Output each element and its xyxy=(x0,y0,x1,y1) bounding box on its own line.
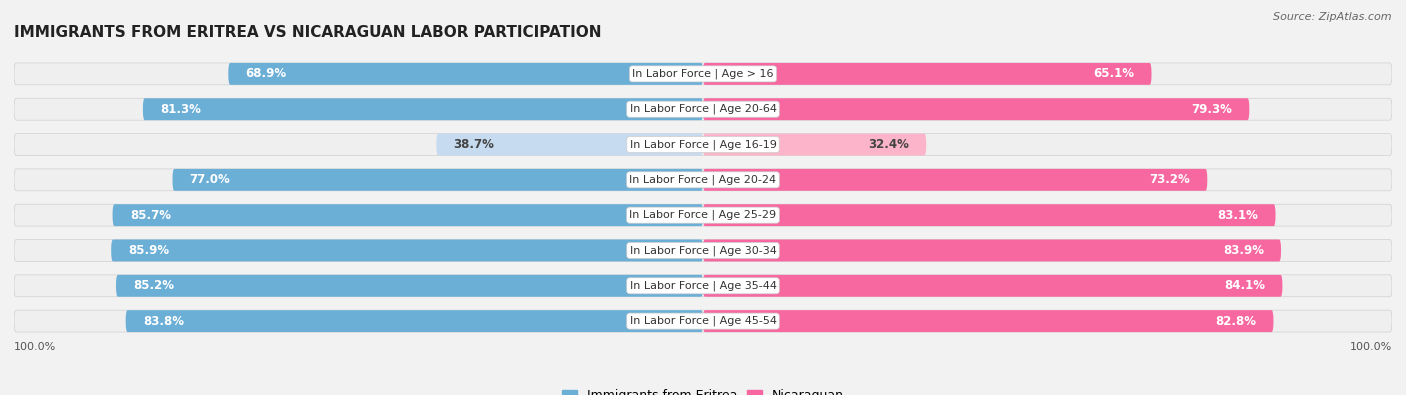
Text: 100.0%: 100.0% xyxy=(1350,342,1392,352)
Text: 85.9%: 85.9% xyxy=(128,244,170,257)
Text: 83.1%: 83.1% xyxy=(1218,209,1258,222)
Text: 100.0%: 100.0% xyxy=(14,342,56,352)
Text: In Labor Force | Age > 16: In Labor Force | Age > 16 xyxy=(633,69,773,79)
FancyBboxPatch shape xyxy=(703,275,1282,297)
FancyBboxPatch shape xyxy=(703,310,1274,332)
FancyBboxPatch shape xyxy=(703,98,1250,120)
FancyBboxPatch shape xyxy=(112,204,703,226)
FancyBboxPatch shape xyxy=(703,204,1275,226)
FancyBboxPatch shape xyxy=(111,239,703,261)
FancyBboxPatch shape xyxy=(14,239,1392,261)
Text: 82.8%: 82.8% xyxy=(1215,314,1256,327)
Text: 73.2%: 73.2% xyxy=(1149,173,1189,186)
Text: 83.8%: 83.8% xyxy=(143,314,184,327)
Text: In Labor Force | Age 20-64: In Labor Force | Age 20-64 xyxy=(630,104,776,115)
FancyBboxPatch shape xyxy=(125,310,703,332)
FancyBboxPatch shape xyxy=(14,310,1392,332)
FancyBboxPatch shape xyxy=(117,275,703,297)
Text: 65.1%: 65.1% xyxy=(1094,68,1135,81)
Text: In Labor Force | Age 45-54: In Labor Force | Age 45-54 xyxy=(630,316,776,326)
Text: 83.9%: 83.9% xyxy=(1223,244,1264,257)
Text: 84.1%: 84.1% xyxy=(1225,279,1265,292)
Text: 85.2%: 85.2% xyxy=(134,279,174,292)
Text: In Labor Force | Age 25-29: In Labor Force | Age 25-29 xyxy=(630,210,776,220)
Text: In Labor Force | Age 20-24: In Labor Force | Age 20-24 xyxy=(630,175,776,185)
FancyBboxPatch shape xyxy=(14,204,1392,226)
FancyBboxPatch shape xyxy=(703,239,1281,261)
Text: IMMIGRANTS FROM ERITREA VS NICARAGUAN LABOR PARTICIPATION: IMMIGRANTS FROM ERITREA VS NICARAGUAN LA… xyxy=(14,25,602,40)
Text: In Labor Force | Age 30-34: In Labor Force | Age 30-34 xyxy=(630,245,776,256)
Text: 32.4%: 32.4% xyxy=(868,138,910,151)
Text: Source: ZipAtlas.com: Source: ZipAtlas.com xyxy=(1274,12,1392,22)
Text: In Labor Force | Age 16-19: In Labor Force | Age 16-19 xyxy=(630,139,776,150)
FancyBboxPatch shape xyxy=(14,98,1392,120)
FancyBboxPatch shape xyxy=(703,134,927,156)
Text: 81.3%: 81.3% xyxy=(160,103,201,116)
FancyBboxPatch shape xyxy=(436,134,703,156)
Text: 38.7%: 38.7% xyxy=(454,138,495,151)
FancyBboxPatch shape xyxy=(14,63,1392,85)
FancyBboxPatch shape xyxy=(14,169,1392,191)
Text: 77.0%: 77.0% xyxy=(190,173,231,186)
Text: 85.7%: 85.7% xyxy=(129,209,170,222)
FancyBboxPatch shape xyxy=(703,63,1152,85)
Text: 79.3%: 79.3% xyxy=(1191,103,1232,116)
FancyBboxPatch shape xyxy=(703,169,1208,191)
FancyBboxPatch shape xyxy=(228,63,703,85)
FancyBboxPatch shape xyxy=(173,169,703,191)
Text: In Labor Force | Age 35-44: In Labor Force | Age 35-44 xyxy=(630,280,776,291)
Text: 68.9%: 68.9% xyxy=(246,68,287,81)
FancyBboxPatch shape xyxy=(14,134,1392,156)
Legend: Immigrants from Eritrea, Nicaraguan: Immigrants from Eritrea, Nicaraguan xyxy=(557,384,849,395)
FancyBboxPatch shape xyxy=(143,98,703,120)
FancyBboxPatch shape xyxy=(14,275,1392,297)
